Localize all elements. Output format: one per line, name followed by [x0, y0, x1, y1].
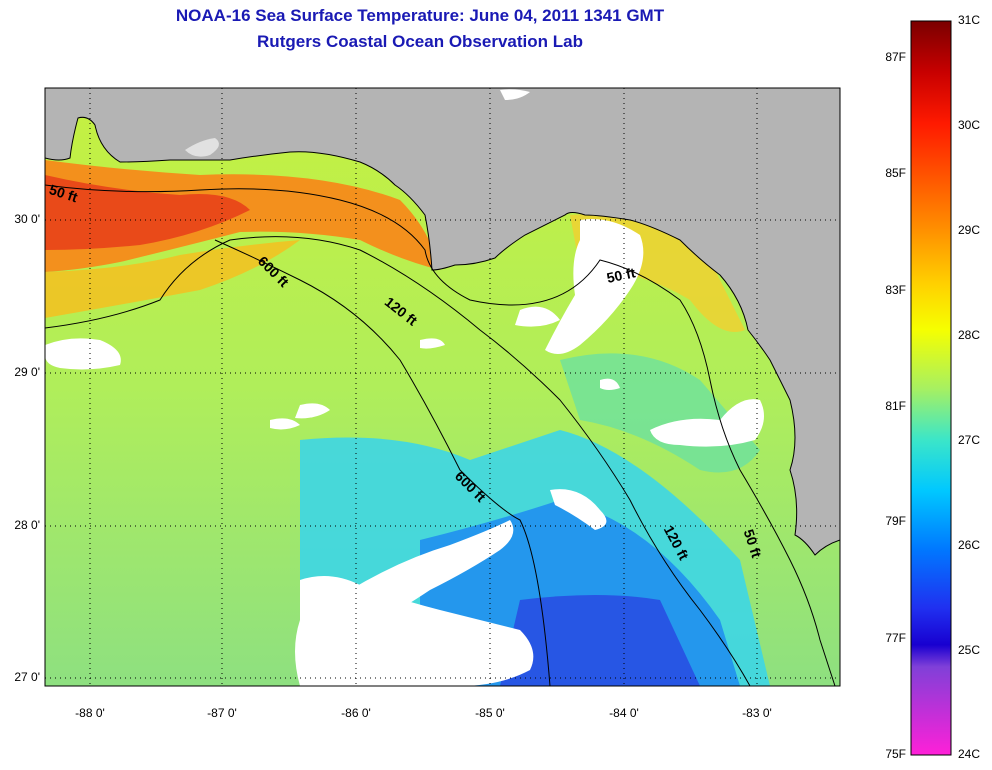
latitude-tick-label: 29 0' [14, 365, 40, 379]
contour-120ft [45, 236, 751, 686]
longitude-tick-label: -83 0' [742, 706, 772, 720]
map-title: NOAA-16 Sea Surface Temperature: June 04… [175, 6, 665, 25]
colorbar-fahrenheit-label: 75F [885, 747, 906, 761]
colorbar-frame [910, 20, 952, 756]
latitude-tick-label: 27 0' [14, 670, 40, 684]
longitude-tick-label: -84 0' [609, 706, 639, 720]
latitude-tick-label: 30 0' [14, 212, 40, 226]
land-bay-detail [185, 138, 219, 157]
colorbar-celsius-label: 25C [958, 643, 981, 657]
map-subtitle: Rutgers Coastal Ocean Observation Lab [257, 32, 583, 51]
colorbar-celsius-label: 30C [958, 118, 981, 132]
colorbar-celsius-label: 26C [958, 538, 981, 552]
depth-contours [45, 184, 836, 686]
warm-transition-water [45, 240, 300, 318]
colorbar-fahrenheit-label: 81F [885, 399, 906, 413]
longitude-tick-label: -86 0' [341, 706, 371, 720]
longitude-tick-label: -87 0' [207, 706, 237, 720]
map-frame [44, 87, 841, 687]
contour-label: 50 ft [605, 264, 637, 286]
contour-600ft [214, 239, 551, 686]
cloud-cover [45, 89, 764, 686]
colorbar-fahrenheit-label: 85F [885, 166, 906, 180]
longitude-tick-label: -85 0' [475, 706, 505, 720]
hottest-coastal-water [45, 175, 250, 250]
contour-50ft [45, 184, 836, 686]
colorbar-fahrenheit-label: 87F [885, 50, 906, 64]
coldest-water-region [500, 595, 700, 686]
colorbar-fahrenheit-label: 77F [885, 631, 906, 645]
colorbar-celsius-label: 31C [958, 13, 981, 27]
colorbar-celsius-label: 24C [958, 747, 981, 761]
longitude-tick-label: -88 0' [75, 706, 105, 720]
colorbar-fahrenheit-label: 79F [885, 514, 906, 528]
colorbar-celsius-label: 27C [958, 433, 981, 447]
land-mass [45, 88, 840, 556]
colorbar-fahrenheit-label: 83F [885, 283, 906, 297]
latitude-tick-label: 28 0' [14, 518, 40, 532]
colorbar-celsius-label: 28C [958, 328, 981, 342]
colorbar-celsius-label: 29C [958, 223, 981, 237]
colorbar-gradient [911, 21, 951, 755]
